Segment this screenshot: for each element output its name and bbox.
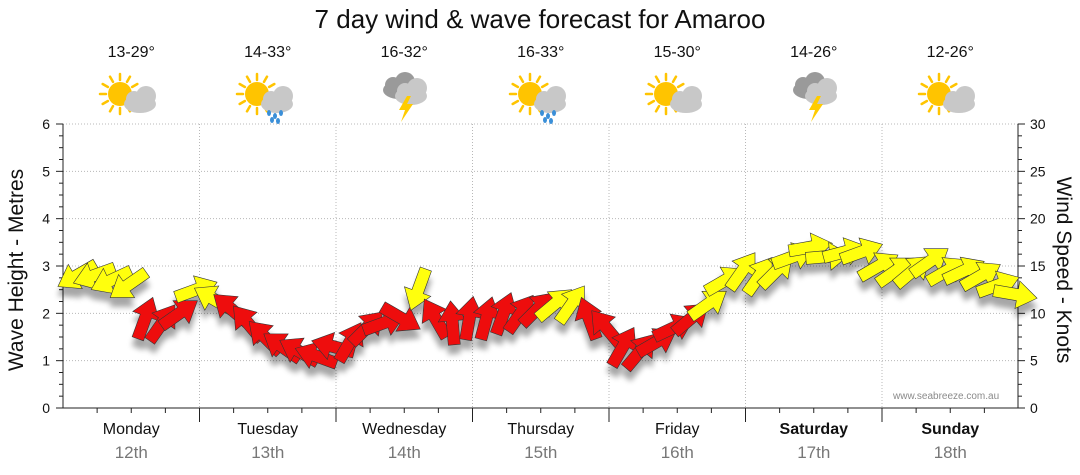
day-name: Wednesday [362, 421, 447, 438]
day-name: Tuesday [237, 421, 299, 438]
wind-arrow [157, 300, 198, 332]
wind-arrow [378, 301, 421, 332]
day-name: Monday [102, 421, 160, 438]
temperature-range: 16-32° [380, 44, 428, 61]
day-date: 18th [933, 443, 967, 462]
left-tick-label: 6 [42, 116, 50, 132]
axes: 0 1 2 3 4 5 6 0 5 10 15 20 25 30 [42, 116, 1046, 422]
right-tick-label: 30 [1030, 116, 1046, 132]
lightning-bolt [399, 96, 414, 122]
rain-drop [539, 110, 544, 116]
rain-drop [275, 118, 280, 124]
lightning-bolt [808, 96, 823, 122]
watermark: www.seabreeze.com.au [893, 391, 1000, 402]
cloud-shape [670, 86, 703, 113]
cloud-shape [533, 86, 566, 113]
day-date: 13th [251, 443, 285, 462]
day-date: 12th [114, 443, 148, 462]
day-date: 16th [660, 443, 694, 462]
chart-title: 7 day wind & wave forecast for Amaroo [314, 4, 766, 34]
left-tick-label: 0 [42, 400, 50, 416]
left-tick-label: 3 [42, 258, 50, 274]
temperature-range: 14-33° [244, 44, 292, 61]
left-tick-label: 2 [42, 305, 50, 321]
temperature-range: 12-26° [926, 44, 974, 61]
left-tick-label: 1 [42, 353, 50, 369]
right-tick-label: 0 [1030, 400, 1038, 416]
temperature-range: 16-33° [517, 44, 565, 61]
wind-arrow [553, 285, 585, 326]
partly-cloudy-icon [915, 66, 985, 126]
wind-arrow [686, 290, 727, 322]
cloud-shape [804, 78, 837, 105]
wind-arrow [455, 295, 485, 342]
partly-cloudy-icon [96, 66, 166, 126]
day-name: Friday [655, 421, 700, 438]
rain-drop [548, 118, 553, 124]
day-date: 15th [524, 443, 558, 462]
partly-cloudy-icon [642, 66, 712, 126]
left-tick-label: 4 [42, 211, 50, 227]
rain-drop [542, 117, 547, 123]
rain-drop [278, 110, 283, 116]
wind-arrow [109, 266, 151, 298]
partly-cloudy-rain-icon [233, 66, 303, 126]
storm-icon [779, 66, 849, 126]
day-name: Saturday [779, 421, 848, 438]
right-tick-label: 20 [1030, 211, 1046, 227]
day-name: Sunday [921, 421, 980, 438]
right-tick-label: 5 [1030, 353, 1038, 369]
day-date: 17th [797, 443, 831, 462]
temperature-range: 14-26° [790, 44, 838, 61]
wind-arrow [992, 280, 1038, 310]
rain-drop [551, 110, 556, 116]
rain-drop [266, 110, 271, 116]
temperature-range: 13-29° [107, 44, 155, 61]
left-tick-label: 5 [42, 163, 50, 179]
right-tick-label: 15 [1030, 258, 1046, 274]
right-tick-label: 25 [1030, 163, 1046, 179]
cloud-shape [943, 86, 976, 113]
partly-cloudy-rain-icon [506, 66, 576, 126]
day-date: 14th [387, 443, 421, 462]
right-tick-label: 10 [1030, 305, 1046, 321]
temperature-range: 15-30° [653, 44, 701, 61]
cloud-shape [124, 86, 157, 113]
day-name: Thursday [507, 421, 575, 438]
storm-icon [369, 66, 439, 126]
rain-drop [545, 113, 550, 119]
wind-arrows [57, 232, 1038, 373]
wind-arrow [90, 265, 134, 295]
rain-drop [272, 113, 277, 119]
rain-drop [269, 117, 274, 123]
cloud-shape [260, 86, 293, 113]
